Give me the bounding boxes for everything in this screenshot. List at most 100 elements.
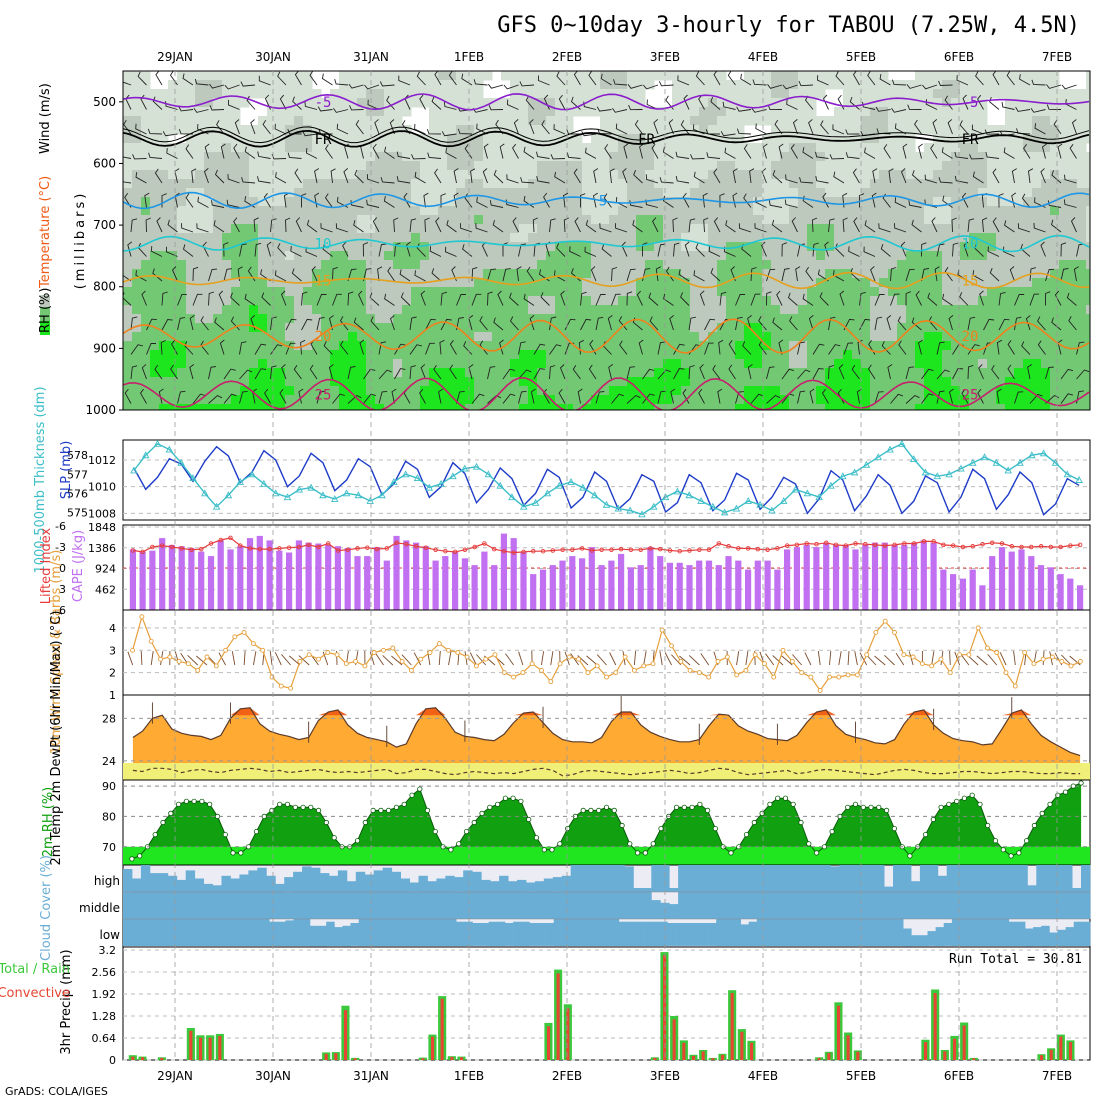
rh-cell bbox=[483, 152, 493, 162]
rh-cell bbox=[339, 206, 349, 216]
rh-cell bbox=[1077, 152, 1087, 162]
rh-cell bbox=[357, 71, 367, 81]
upper-wind-barb bbox=[214, 169, 225, 184]
upper-wind-barb bbox=[295, 217, 302, 233]
rh-cell bbox=[465, 341, 475, 351]
rh-cell bbox=[258, 368, 268, 378]
upper-wind-barb bbox=[754, 223, 767, 233]
rh-cell bbox=[501, 143, 511, 153]
rh-cell bbox=[717, 332, 727, 342]
rh-cell bbox=[1050, 98, 1060, 108]
rh-cell bbox=[276, 233, 286, 243]
rh-cell bbox=[204, 107, 214, 117]
rh-cell bbox=[951, 323, 961, 333]
rh-cell bbox=[285, 287, 295, 297]
upper-wind-barb bbox=[154, 168, 163, 184]
rh-cell bbox=[915, 206, 925, 216]
rh-cell bbox=[861, 323, 871, 333]
rh-cell bbox=[1023, 305, 1033, 315]
rh-cell bbox=[834, 161, 844, 171]
rh-cell bbox=[204, 368, 214, 378]
rh-cell bbox=[969, 215, 979, 225]
rh-cell bbox=[663, 161, 673, 171]
rh-cell bbox=[231, 296, 241, 306]
upper-wind-barb bbox=[226, 199, 240, 208]
rh-cell bbox=[321, 179, 331, 189]
rh-cell bbox=[735, 89, 745, 99]
rh-cell bbox=[519, 224, 529, 234]
rh-cell bbox=[1032, 170, 1042, 180]
rh-cell bbox=[591, 323, 601, 333]
rh-cell bbox=[492, 377, 502, 387]
rh-cell bbox=[312, 152, 322, 162]
rh-cell bbox=[672, 116, 682, 126]
rh-cell bbox=[1077, 170, 1087, 180]
rh-cell bbox=[384, 197, 394, 207]
rh-cell bbox=[1077, 404, 1087, 410]
rh-cell bbox=[204, 89, 214, 99]
rh-cell bbox=[222, 386, 232, 396]
rh-cell bbox=[150, 107, 160, 117]
rh-cell bbox=[843, 305, 853, 315]
rh-cell bbox=[528, 152, 538, 162]
rh-cell bbox=[600, 251, 610, 261]
rh-cell bbox=[555, 80, 565, 90]
rh-cell bbox=[762, 179, 772, 189]
rh-cell bbox=[1086, 251, 1090, 261]
rh-cell bbox=[762, 224, 772, 234]
rh-cell bbox=[708, 278, 718, 288]
rh-cell bbox=[951, 404, 961, 410]
rh-cell bbox=[762, 269, 772, 279]
rh-cell bbox=[204, 350, 214, 360]
rh-cell bbox=[1068, 332, 1078, 342]
upper-wind-barb bbox=[520, 177, 535, 184]
rh-cell bbox=[1068, 242, 1078, 252]
rh-cell bbox=[915, 368, 925, 378]
upper-wind-barb bbox=[506, 174, 519, 184]
upper-wind-barb bbox=[489, 200, 504, 208]
rh-cell bbox=[897, 170, 907, 180]
upper-wind-barb bbox=[178, 106, 194, 112]
upper-wind-barb bbox=[732, 168, 738, 184]
rh-cell bbox=[618, 278, 628, 288]
rh-cell bbox=[258, 269, 268, 279]
rh-cell bbox=[240, 197, 250, 207]
rh-cell bbox=[735, 170, 745, 180]
rh-cell bbox=[267, 116, 277, 126]
upper-wind-barb bbox=[1009, 266, 1015, 282]
rh-cell bbox=[411, 386, 421, 396]
rh-cell bbox=[618, 179, 628, 189]
rh-cell bbox=[600, 386, 610, 396]
rh-cell bbox=[294, 314, 304, 324]
rh-cell bbox=[753, 305, 763, 315]
upper-wind-barb bbox=[171, 266, 178, 282]
rh-cell bbox=[663, 215, 673, 225]
rh-cell bbox=[798, 170, 808, 180]
rh-cell bbox=[420, 314, 430, 324]
rh-cell bbox=[969, 305, 979, 315]
rh-cell bbox=[1059, 314, 1069, 324]
rh-cell bbox=[609, 260, 619, 270]
rh-cell bbox=[654, 332, 664, 342]
rh-cell bbox=[312, 98, 322, 108]
rh-cell bbox=[852, 350, 862, 360]
rh-cell bbox=[303, 287, 313, 297]
rh-cell bbox=[438, 305, 448, 315]
rh-cell bbox=[924, 251, 934, 261]
rh-cell bbox=[933, 278, 943, 288]
rh-cell bbox=[573, 395, 583, 405]
rh-cell bbox=[150, 224, 160, 234]
upper-wind-barb bbox=[761, 241, 767, 257]
rh-cell bbox=[195, 260, 205, 270]
rh-cell bbox=[312, 323, 322, 333]
rh-cell bbox=[258, 206, 268, 216]
rh-cell bbox=[186, 179, 196, 189]
rh-cell bbox=[402, 188, 412, 198]
rh-cell bbox=[492, 224, 502, 234]
rh-cell bbox=[177, 296, 187, 306]
rh-cell bbox=[753, 323, 763, 333]
upper-wind-barb bbox=[853, 217, 860, 233]
rh-cell bbox=[528, 305, 538, 315]
rh-cell bbox=[618, 314, 628, 324]
rh-legend-swatch bbox=[40, 321, 50, 335]
